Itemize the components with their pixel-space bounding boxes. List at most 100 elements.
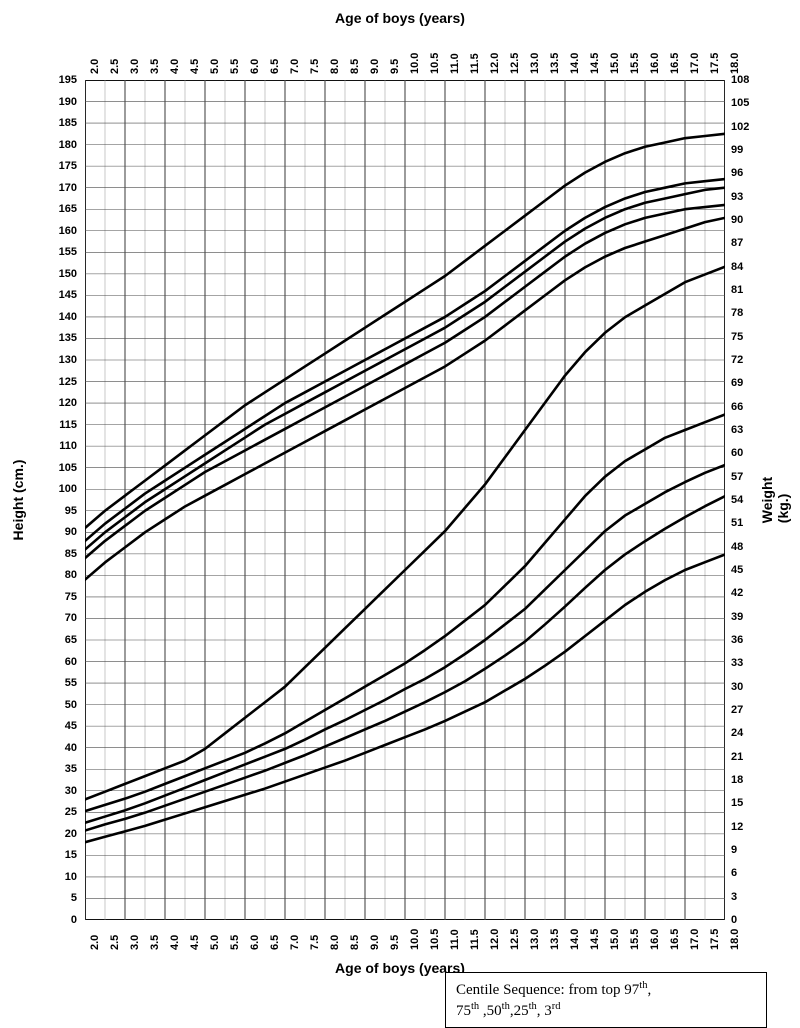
tick-label: 105: [731, 97, 749, 109]
tick-label: 9.5: [389, 935, 401, 950]
tick-label: 7.0: [289, 59, 301, 74]
tick-label: 3.5: [149, 935, 161, 950]
tick-label: 42: [731, 587, 743, 599]
tick-label: 16.5: [669, 929, 681, 950]
tick-label: 2.0: [89, 935, 101, 950]
tick-label: 18.0: [729, 53, 741, 74]
tick-label: 11.5: [469, 929, 481, 950]
tick-label: 5.5: [229, 59, 241, 74]
tick-label: 81: [731, 284, 743, 296]
tick-label: 78: [731, 307, 743, 319]
tick-label: 84: [731, 261, 743, 273]
height-p50-curve: [85, 188, 725, 550]
tick-label: 9.0: [369, 59, 381, 74]
tick-label: 69: [731, 377, 743, 389]
tick-label: 10.0: [409, 53, 421, 74]
x-axis-title-top: Age of boys (years): [0, 10, 800, 26]
tick-label: 3: [731, 891, 737, 903]
tick-label: 6.5: [269, 59, 281, 74]
tick-label: 54: [731, 494, 743, 506]
tick-label: 12.5: [509, 929, 521, 950]
tick-label: 4.5: [189, 935, 201, 950]
tick-label: 15.0: [609, 929, 621, 950]
tick-label: 10.0: [409, 929, 421, 950]
tick-label: 87: [731, 237, 743, 249]
tick-label: 45: [731, 564, 743, 576]
tick-label: 99: [731, 144, 743, 156]
tick-label: 18: [731, 774, 743, 786]
tick-label: 93: [731, 191, 743, 203]
tick-label: 8.5: [349, 59, 361, 74]
tick-label: 12.0: [489, 53, 501, 74]
tick-label: 12: [731, 821, 743, 833]
tick-label: 30: [731, 681, 743, 693]
tick-label: 11.0: [449, 53, 461, 74]
tick-label: 8.0: [329, 935, 341, 950]
tick-label: 14.5: [589, 53, 601, 74]
tick-label: 13.0: [529, 929, 541, 950]
y-axis-title-left: Height (cm.): [10, 460, 26, 541]
tick-label: 15.5: [629, 53, 641, 74]
tick-label: 4.0: [169, 935, 181, 950]
tick-label: 5.5: [229, 935, 241, 950]
legend-box: Centile Sequence: from top 97th,75th ,50…: [445, 972, 767, 1028]
tick-label: 14.0: [569, 929, 581, 950]
tick-label: 90: [731, 214, 743, 226]
series-svg: [85, 80, 725, 920]
tick-label: 4.0: [169, 59, 181, 74]
tick-label: 12.5: [509, 53, 521, 74]
tick-label: 16.0: [649, 929, 661, 950]
tick-label: 39: [731, 611, 743, 623]
tick-label: 17.0: [689, 929, 701, 950]
tick-label: 11.0: [449, 929, 461, 950]
tick-label: 9: [731, 844, 737, 856]
tick-label: 5.0: [209, 935, 221, 950]
tick-label: 14.5: [589, 929, 601, 950]
tick-label: 48: [731, 541, 743, 553]
tick-label: 24: [731, 727, 743, 739]
tick-label: 6.0: [249, 59, 261, 74]
tick-label: 57: [731, 471, 743, 483]
tick-label: 15.5: [629, 929, 641, 950]
tick-label: 17.5: [709, 53, 721, 74]
tick-label: 72: [731, 354, 743, 366]
tick-label: 13.0: [529, 53, 541, 74]
tick-label: 2.0: [89, 59, 101, 74]
tick-label: 102: [731, 121, 749, 133]
tick-label: 8.0: [329, 59, 341, 74]
tick-label: 2.5: [109, 935, 121, 950]
tick-label: 7.0: [289, 935, 301, 950]
tick-label: 27: [731, 704, 743, 716]
tick-label: 10.5: [429, 53, 441, 74]
tick-label: 15: [731, 797, 743, 809]
tick-label: 15.0: [609, 53, 621, 74]
tick-label: 21: [731, 751, 743, 763]
tick-label: 13.5: [549, 53, 561, 74]
tick-label: 14.0: [569, 53, 581, 74]
tick-label: 6.0: [249, 935, 261, 950]
tick-label: 66: [731, 401, 743, 413]
tick-label: 36: [731, 634, 743, 646]
tick-label: 12.0: [489, 929, 501, 950]
height-p25-curve: [85, 205, 725, 558]
tick-label: 4.5: [189, 59, 201, 74]
tick-label: 7.5: [309, 59, 321, 74]
tick-label: 10.5: [429, 929, 441, 950]
tick-label: 0: [731, 914, 737, 926]
tick-label: 18.0: [729, 929, 741, 950]
tick-label: 3.0: [129, 935, 141, 950]
tick-label: 96: [731, 167, 743, 179]
tick-label: 16.5: [669, 53, 681, 74]
tick-label: 17.0: [689, 53, 701, 74]
tick-label: 3.0: [129, 59, 141, 74]
tick-label: 63: [731, 424, 743, 436]
weight-p75-curve: [85, 414, 725, 811]
tick-label: 9.5: [389, 59, 401, 74]
tick-label: 75: [731, 331, 743, 343]
tick-label: 60: [731, 447, 743, 459]
tick-label: 3.5: [149, 59, 161, 74]
weight-p97-curve: [85, 267, 725, 800]
tick-label: 2.5: [109, 59, 121, 74]
tick-label: 108: [731, 74, 749, 86]
tick-label: 6: [731, 867, 737, 879]
